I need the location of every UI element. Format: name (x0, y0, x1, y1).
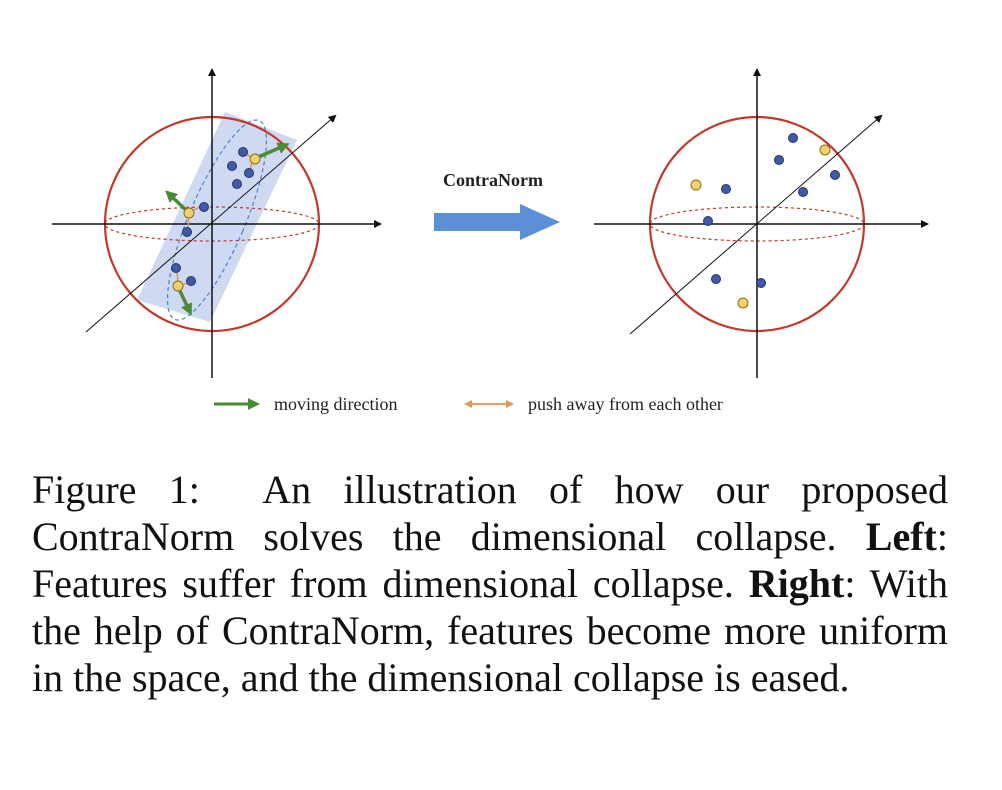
figure-caption: Figure 1: An illustration of how our pro… (32, 466, 948, 701)
caption-left-text: : Features suffer from dimensional colla… (32, 514, 948, 606)
point-yellow (172, 280, 184, 292)
point-blue (244, 168, 254, 178)
caption-right-label: Right (748, 561, 845, 606)
point-yellow (819, 144, 831, 156)
big-arrow (434, 204, 560, 240)
point-blue (774, 155, 784, 165)
left-panel (52, 68, 382, 378)
caption-figure-label: Figure 1: (32, 467, 200, 512)
point-yellow (249, 153, 261, 165)
point-blue (711, 274, 721, 284)
caption-main-text: An illustration of how our proposed Cont… (32, 467, 949, 559)
move-arrow (255, 142, 290, 160)
legend-move-label: moving direction (274, 394, 397, 414)
point-blue (199, 202, 209, 212)
transform-arrow: ContraNorm (434, 170, 560, 240)
move-arrow (176, 286, 192, 316)
figure-illustration: ContraNorm moving direction push away fr… (52, 68, 929, 414)
right-panel (594, 68, 929, 378)
legend-push-label: push away from each other (528, 394, 723, 414)
point-blue (788, 133, 798, 143)
point-blue (238, 147, 248, 157)
point-blue (232, 179, 242, 189)
point-yellow (690, 179, 702, 191)
caption-left-label: Left (865, 514, 937, 559)
point-blue (186, 276, 196, 286)
arrow-label: ContraNorm (443, 170, 543, 190)
point-blue (227, 161, 237, 171)
point-yellow (737, 297, 749, 309)
collapsed-plane (137, 112, 297, 322)
point-blue (756, 278, 766, 288)
point-blue (703, 216, 713, 226)
z-axis (629, 114, 883, 335)
point-blue (721, 184, 731, 194)
caption-right-text: : With the help of ContraNorm, features … (32, 561, 949, 700)
point-blue (182, 227, 192, 237)
legend: moving direction push away from each oth… (214, 394, 723, 414)
move-arrow (165, 190, 190, 214)
point-blue (830, 170, 840, 180)
z-axis (85, 114, 337, 333)
point-blue (171, 263, 181, 273)
point-blue (798, 187, 808, 197)
point-yellow (183, 207, 195, 219)
